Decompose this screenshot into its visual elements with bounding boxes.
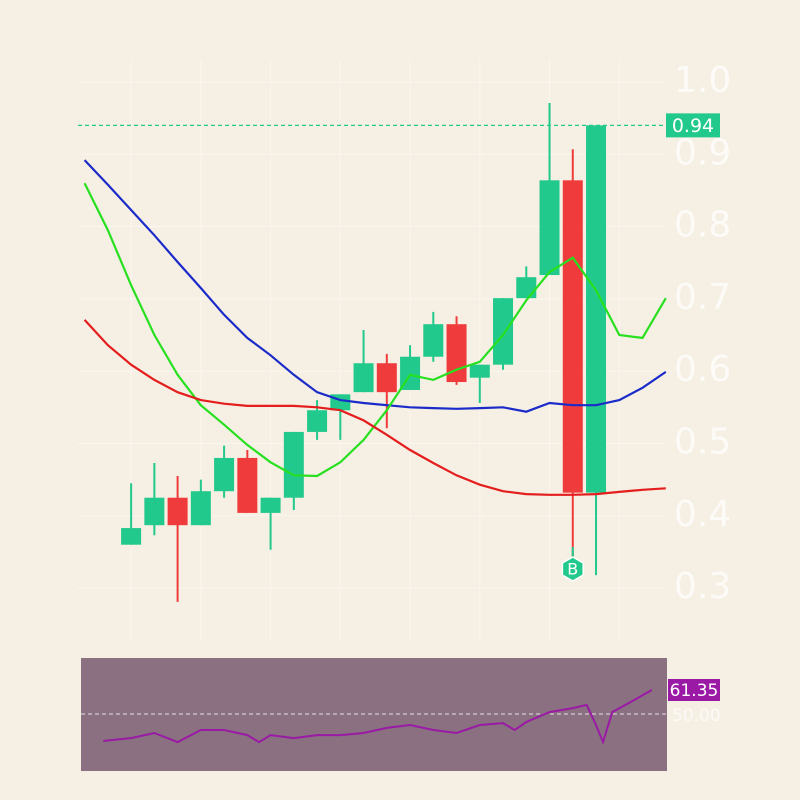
- signal-marker: [561, 556, 584, 582]
- y-tick-label: 0.8: [674, 205, 731, 246]
- moving-average-line: [83, 159, 667, 413]
- candle-body: [260, 497, 281, 513]
- candle-body: [237, 457, 258, 513]
- candle-body: [562, 180, 583, 493]
- y-tick-label: 0.6: [674, 349, 731, 390]
- rsi-value-label: 61.35: [670, 681, 719, 701]
- y-tick-label: 0.5: [674, 421, 731, 462]
- last-price-label: 0.94: [672, 115, 714, 137]
- candle-body: [423, 324, 444, 357]
- candle-body: [307, 410, 328, 432]
- y-tick-label: 0.3: [674, 566, 731, 607]
- y-tick-label: 1.0: [674, 60, 731, 101]
- moving-average-line: [83, 182, 667, 478]
- candle-body: [214, 457, 235, 492]
- rsi-panel: [81, 658, 667, 771]
- rsi-midline-label: 50.00: [672, 706, 721, 726]
- candle-body: [493, 298, 514, 365]
- last-price-box: [666, 113, 720, 138]
- candle-body: [190, 491, 211, 526]
- candle-body: [376, 363, 397, 393]
- candle-body: [539, 180, 560, 276]
- candle-body: [121, 528, 142, 545]
- candle-body: [167, 497, 188, 526]
- candle-body: [144, 497, 165, 526]
- y-tick-label: 0.4: [674, 494, 731, 535]
- moving-average-line: [83, 319, 666, 496]
- rsi-line: [103, 689, 653, 746]
- y-tick-label: 0.7: [674, 277, 731, 318]
- candle-body: [586, 125, 607, 493]
- y-tick-label: 0.9: [674, 132, 731, 173]
- signal-label: B: [567, 560, 578, 579]
- candle-body: [353, 363, 374, 393]
- rsi-value-box: [668, 678, 720, 701]
- candle-body: [469, 364, 490, 378]
- candle-body: [516, 277, 537, 299]
- candle-body: [283, 431, 304, 498]
